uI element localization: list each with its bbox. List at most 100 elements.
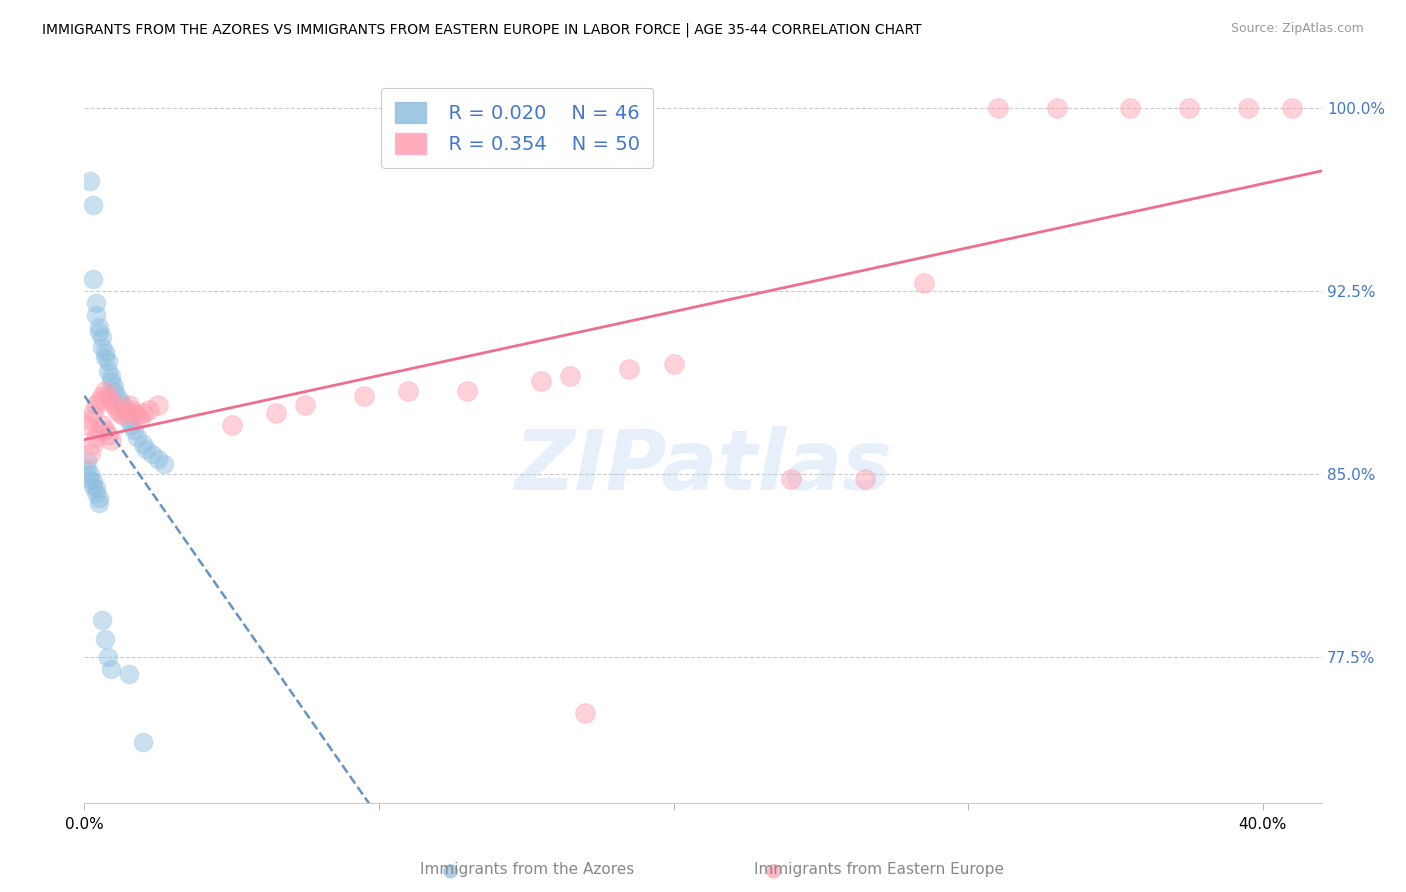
Text: ●: ● bbox=[441, 860, 458, 880]
Point bbox=[1178, 101, 1201, 115]
Text: IMMIGRANTS FROM THE AZORES VS IMMIGRANTS FROM EASTERN EUROPE IN LABOR FORCE | AG: IMMIGRANTS FROM THE AZORES VS IMMIGRANTS… bbox=[42, 22, 922, 37]
Point bbox=[100, 393, 122, 408]
Point bbox=[91, 613, 114, 627]
Point bbox=[574, 706, 596, 720]
Point bbox=[114, 403, 136, 417]
Point bbox=[82, 437, 104, 451]
Point bbox=[987, 101, 1010, 115]
Point bbox=[619, 361, 641, 376]
Point bbox=[105, 389, 128, 403]
Point bbox=[82, 406, 104, 420]
Point bbox=[84, 486, 107, 500]
Point bbox=[84, 430, 107, 444]
Point bbox=[221, 417, 243, 432]
Point bbox=[91, 340, 114, 354]
Point bbox=[138, 403, 160, 417]
Text: Source: ZipAtlas.com: Source: ZipAtlas.com bbox=[1230, 22, 1364, 36]
Point bbox=[79, 467, 101, 481]
Point bbox=[117, 413, 139, 427]
Point bbox=[100, 662, 122, 676]
Point bbox=[108, 393, 131, 408]
Point bbox=[94, 350, 117, 364]
Point bbox=[87, 325, 110, 339]
Point bbox=[94, 632, 117, 647]
Point bbox=[79, 471, 101, 485]
Point bbox=[294, 398, 316, 412]
Text: ZIPatlas: ZIPatlas bbox=[515, 425, 891, 507]
Point bbox=[153, 457, 176, 471]
Point bbox=[396, 384, 419, 398]
Point bbox=[853, 471, 876, 485]
Point bbox=[91, 330, 114, 344]
Point bbox=[912, 277, 935, 291]
Point bbox=[91, 389, 114, 403]
Point bbox=[146, 398, 169, 412]
Point bbox=[87, 320, 110, 334]
Point bbox=[100, 374, 122, 388]
Point bbox=[84, 296, 107, 310]
Legend:   R = 0.020    N = 46,   R = 0.354    N = 50: R = 0.020 N = 46, R = 0.354 N = 50 bbox=[381, 88, 654, 168]
Point bbox=[91, 417, 114, 432]
Point bbox=[132, 437, 155, 451]
Point bbox=[103, 379, 125, 393]
Point bbox=[94, 384, 117, 398]
Point bbox=[1119, 101, 1142, 115]
Point bbox=[111, 398, 134, 412]
Point bbox=[82, 271, 104, 285]
Point bbox=[94, 423, 117, 437]
Point bbox=[94, 344, 117, 359]
Point bbox=[79, 413, 101, 427]
Point bbox=[114, 406, 136, 420]
Point bbox=[121, 417, 143, 432]
Point bbox=[97, 427, 120, 442]
Point bbox=[124, 423, 146, 437]
Point bbox=[87, 491, 110, 505]
Point bbox=[97, 649, 120, 664]
Point bbox=[84, 308, 107, 322]
Point bbox=[662, 357, 685, 371]
Point bbox=[141, 447, 163, 461]
Point bbox=[84, 398, 107, 412]
Point bbox=[108, 406, 131, 420]
Point bbox=[353, 389, 375, 403]
Text: ●: ● bbox=[765, 860, 782, 880]
Point bbox=[1237, 101, 1260, 115]
Point bbox=[103, 398, 125, 412]
Point bbox=[100, 369, 122, 384]
Text: Immigrants from Eastern Europe: Immigrants from Eastern Europe bbox=[754, 863, 1004, 877]
Point bbox=[82, 198, 104, 212]
Point bbox=[129, 410, 152, 425]
Point bbox=[79, 447, 101, 461]
Point bbox=[76, 454, 98, 468]
Point bbox=[82, 474, 104, 488]
Point bbox=[87, 496, 110, 510]
Point bbox=[103, 384, 125, 398]
Point bbox=[82, 479, 104, 493]
Point bbox=[97, 364, 120, 378]
Point bbox=[117, 398, 139, 412]
Point bbox=[132, 735, 155, 749]
Point bbox=[76, 462, 98, 476]
Point bbox=[1045, 101, 1067, 115]
Point bbox=[264, 406, 287, 420]
Point bbox=[76, 417, 98, 432]
Point bbox=[127, 430, 149, 444]
Point bbox=[111, 408, 134, 422]
Point bbox=[132, 406, 155, 420]
Point bbox=[124, 406, 146, 420]
Point bbox=[105, 403, 128, 417]
Point bbox=[1281, 101, 1303, 115]
Point bbox=[97, 354, 120, 368]
Point bbox=[146, 452, 169, 467]
Point bbox=[456, 384, 478, 398]
Point bbox=[79, 174, 101, 188]
Point bbox=[97, 389, 120, 403]
Point bbox=[121, 403, 143, 417]
Point bbox=[530, 374, 553, 388]
Point bbox=[87, 423, 110, 437]
Point bbox=[135, 442, 157, 457]
Point bbox=[100, 433, 122, 447]
Text: Immigrants from the Azores: Immigrants from the Azores bbox=[420, 863, 634, 877]
Point bbox=[560, 369, 582, 384]
Point bbox=[87, 393, 110, 408]
